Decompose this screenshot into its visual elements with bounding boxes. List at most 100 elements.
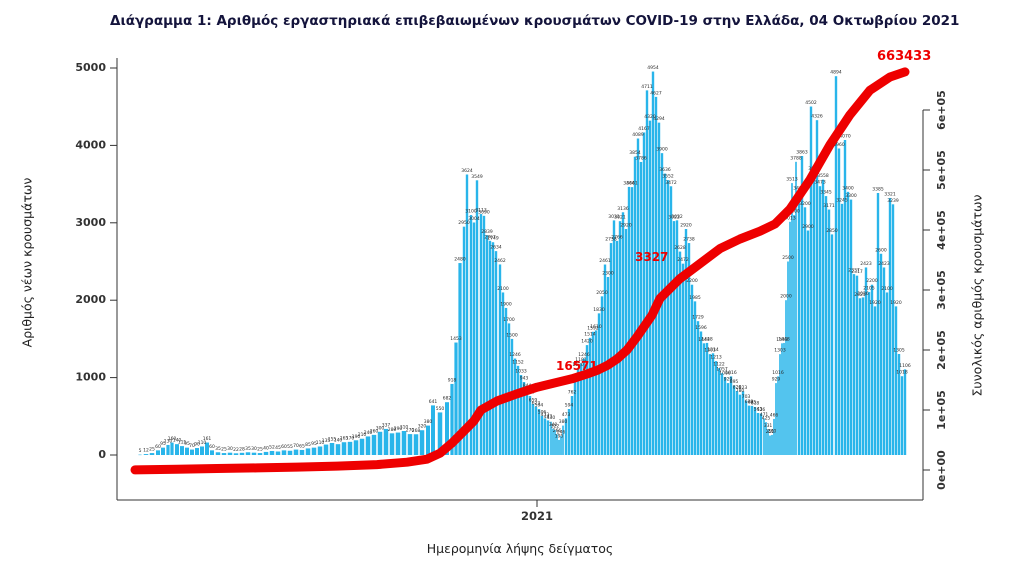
milestone-annotation: 3327 xyxy=(635,250,668,264)
right-axis-tick-label: 1e+05 xyxy=(935,390,948,430)
bar-value-label: 2749 xyxy=(487,236,499,242)
bar xyxy=(797,191,801,455)
bar xyxy=(170,442,174,455)
bar xyxy=(359,438,365,455)
bar-value-label: 25 xyxy=(257,447,263,453)
bar-value-label: 3090 xyxy=(478,209,490,215)
bar xyxy=(227,452,233,455)
bar xyxy=(305,448,311,455)
bar-value-label: 3473 xyxy=(814,180,826,186)
bar-value-label: 2461 xyxy=(599,258,611,264)
bar-value-label: 4294 xyxy=(653,116,665,122)
bar xyxy=(469,215,473,455)
bar-value-label: 322 xyxy=(551,424,560,430)
bar xyxy=(210,450,214,455)
bar-value-label: 2000 xyxy=(780,294,792,300)
bar xyxy=(738,394,742,455)
bar-value-label: 4167 xyxy=(638,126,650,132)
bar xyxy=(335,444,341,455)
bar-value-label: 1830 xyxy=(593,307,605,313)
bar xyxy=(824,196,828,456)
bar xyxy=(485,235,489,455)
bar xyxy=(672,221,676,455)
bar-value-label: 115 xyxy=(178,440,187,446)
bar xyxy=(837,148,841,455)
bar-value-label: 1443 xyxy=(776,337,788,343)
bar-value-label: 1246 xyxy=(578,352,590,358)
bar xyxy=(654,96,658,455)
bar xyxy=(401,431,407,455)
bar xyxy=(377,431,383,455)
bar xyxy=(263,451,269,455)
bar-value-label: 60 xyxy=(281,444,287,450)
bar xyxy=(175,444,179,455)
bar xyxy=(567,409,571,455)
bar xyxy=(903,369,907,455)
bar-value-label: 3022 xyxy=(668,215,680,221)
bar-value-label: 55 xyxy=(287,444,293,450)
bar-value-label: 110 xyxy=(316,440,325,446)
bar-value-label: 3900 xyxy=(656,147,668,153)
bar xyxy=(821,179,825,456)
bar xyxy=(513,358,517,455)
bar xyxy=(645,90,649,456)
bar xyxy=(815,120,819,455)
bar xyxy=(395,432,401,455)
bar xyxy=(806,230,810,455)
bar-value-label: 918 xyxy=(448,377,457,383)
bar xyxy=(681,263,685,455)
bar-value-label: 430 xyxy=(547,415,556,421)
bar xyxy=(627,186,631,455)
bar-value-label: 331 xyxy=(764,423,773,429)
bar xyxy=(537,409,541,455)
bar-value-label: 826 xyxy=(733,385,742,391)
x-axis-title: Ημερομηνία λήψης δείγματος xyxy=(426,541,614,556)
bar xyxy=(621,212,625,455)
bar-value-label: 3200 xyxy=(799,201,811,207)
bar xyxy=(858,298,862,455)
bar xyxy=(867,292,871,455)
bar xyxy=(365,436,371,455)
bar-value-label: 2050 xyxy=(596,290,608,296)
bar-value-label: 5 xyxy=(139,448,142,454)
bar xyxy=(684,228,688,455)
bar xyxy=(787,261,789,455)
bar xyxy=(781,343,783,455)
bar xyxy=(693,301,697,455)
bar-value-label: 3464 xyxy=(623,180,635,186)
left-axis-tick-label: 3000 xyxy=(75,216,106,229)
bar-value-label: 471 xyxy=(760,412,769,418)
bar xyxy=(773,418,775,455)
bar xyxy=(323,444,329,455)
bar xyxy=(609,243,613,455)
bar xyxy=(849,199,853,455)
bar xyxy=(687,243,691,455)
bar xyxy=(205,442,209,455)
bar xyxy=(603,264,607,455)
bar-value-label: 2100 xyxy=(497,286,509,292)
left-y-axis-title: Αριθμός νέων κρουσμάτων xyxy=(19,177,35,348)
bar xyxy=(498,264,502,455)
bar-value-label: 2634 xyxy=(490,245,502,251)
bar-value-label: 25 xyxy=(149,447,155,453)
bar xyxy=(690,284,694,455)
bar xyxy=(540,415,544,455)
right-axis-tick-label: 5e+05 xyxy=(935,150,948,190)
bar-value-label: 260 xyxy=(768,428,777,434)
bar-value-label: 543 xyxy=(754,406,763,412)
bar-value-label: 40 xyxy=(263,445,269,451)
bar-value-label: 703 xyxy=(742,394,751,400)
bar-value-label: 2105 xyxy=(863,286,875,292)
bar xyxy=(195,448,199,455)
bar-value-label: 3786 xyxy=(635,155,647,161)
bar-value-label: 3549 xyxy=(471,174,483,180)
bar xyxy=(870,284,874,455)
bar-value-label: 3031 xyxy=(608,214,620,220)
bar-value-label: 4320 xyxy=(644,114,656,120)
bar xyxy=(156,450,160,455)
bar-value-label: 65 xyxy=(299,443,305,449)
bar xyxy=(779,354,781,455)
bar-value-label: 2920 xyxy=(680,222,692,228)
bar-value-label: 85 xyxy=(305,442,311,448)
